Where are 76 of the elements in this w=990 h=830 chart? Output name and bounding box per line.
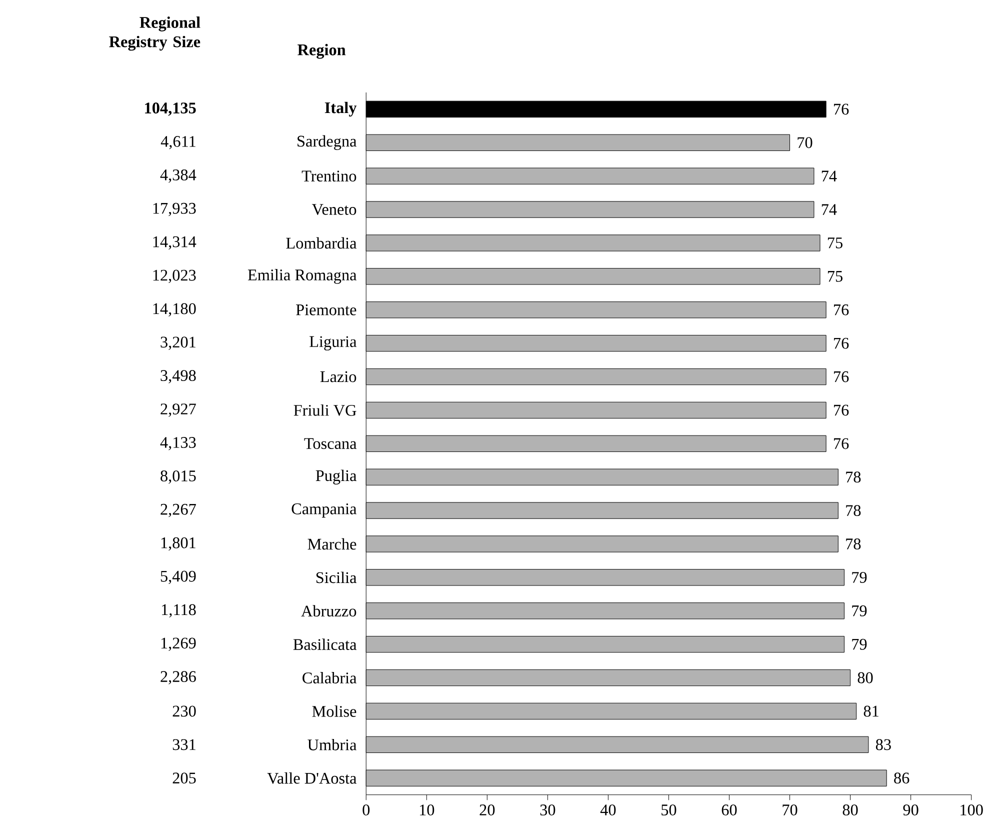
text: 331 — [172, 739, 196, 750]
data-label: 74 — [822, 170, 837, 182]
text: 205 — [172, 772, 196, 784]
x-tick-label: 60 — [722, 804, 737, 816]
text: 17,933 — [153, 202, 196, 216]
data-label: 76 — [834, 338, 849, 349]
text: 14,180 — [153, 303, 196, 316]
x-tick-label: 80 — [842, 804, 858, 816]
data-label: 70 — [798, 137, 812, 148]
x-tick-label: 40 — [600, 804, 616, 816]
x-tick-label: 50 — [662, 804, 676, 816]
x-tick-label: 70 — [782, 804, 798, 816]
data-label: 78 — [846, 538, 861, 550]
text: 1,269 — [161, 638, 196, 651]
data-label: 78 — [846, 471, 861, 482]
text: 230 — [172, 706, 196, 717]
data-label: 76 — [834, 404, 849, 416]
text: 2,927 — [160, 403, 196, 417]
data-label: 79 — [852, 572, 867, 583]
x-tick-label: 100 — [960, 804, 983, 816]
y-tick-label: Lombardia — [286, 237, 357, 249]
y-tick-label: Sardegna — [298, 135, 357, 150]
y-tick-label: Campania — [292, 503, 357, 518]
y-tick-label: Umbria — [308, 738, 357, 750]
text: 5,409 — [160, 570, 196, 584]
y-tick-label: Sicilia — [316, 572, 357, 583]
text: Regional Registry Size — [109, 16, 200, 51]
text: 8,015 — [160, 470, 196, 484]
y-tick-label: Liguria — [310, 336, 357, 350]
data-label: 75 — [828, 237, 842, 248]
x-tick-label: 30 — [540, 804, 556, 816]
data-label: 86 — [894, 772, 910, 784]
y-tick-label: Abruzzo — [301, 605, 356, 616]
text: 3,201 — [160, 336, 196, 350]
data-label: 76 — [834, 304, 849, 316]
y-tick-label: Veneto — [312, 204, 356, 215]
y-tick-label: Toscana — [304, 438, 357, 449]
x-tick-label: 0 — [362, 804, 370, 816]
data-label: 80 — [858, 672, 873, 684]
data-label: 83 — [876, 739, 891, 750]
y-tick-label: Trentino — [302, 170, 356, 182]
y-tick-label: Italy — [324, 102, 357, 116]
y-tick-label: Calabria — [302, 672, 357, 684]
text: 3,498 — [160, 370, 196, 384]
data-label: 75 — [828, 270, 842, 282]
x-tick-label: 10 — [420, 804, 434, 816]
y-tick-label: Friuli VG — [294, 404, 356, 416]
y-tick-label: Emilia Romagna — [248, 268, 357, 284]
y-tick-label: Marche — [308, 538, 356, 550]
x-tick-label: 20 — [480, 804, 495, 816]
text: 1,118 — [162, 604, 196, 618]
y-tick-label: Piemonte — [296, 304, 356, 316]
data-label: 81 — [864, 706, 878, 717]
y-axis-title: Region — [298, 44, 346, 59]
data-label: 76 — [834, 104, 849, 114]
data-label: 79 — [852, 638, 867, 650]
text: 2,286 — [160, 670, 196, 684]
text: 4,133 — [160, 436, 196, 450]
text: 14,314 — [153, 236, 196, 250]
text: 2,267 — [160, 504, 196, 517]
text: 104,135 — [145, 102, 196, 116]
y-tick-label: Lazio — [320, 371, 356, 382]
data-label: 74 — [822, 204, 837, 215]
text: 1,801 — [161, 537, 196, 550]
text: 12,023 — [153, 270, 196, 283]
x-tick-label: 90 — [903, 804, 918, 816]
y-tick-label: Puglia — [316, 470, 357, 484]
y-tick-label: Basilicata — [293, 638, 357, 650]
text: 4,611 — [160, 136, 196, 150]
y-tick-label: Valle D'Aosta — [267, 772, 357, 784]
data-label: 78 — [846, 504, 861, 516]
y-tick-label: Molise — [312, 705, 356, 717]
data-label: 79 — [852, 605, 867, 616]
text: 4,384 — [160, 169, 196, 183]
data-label: 76 — [834, 371, 849, 382]
data-label: 76 — [834, 438, 849, 449]
